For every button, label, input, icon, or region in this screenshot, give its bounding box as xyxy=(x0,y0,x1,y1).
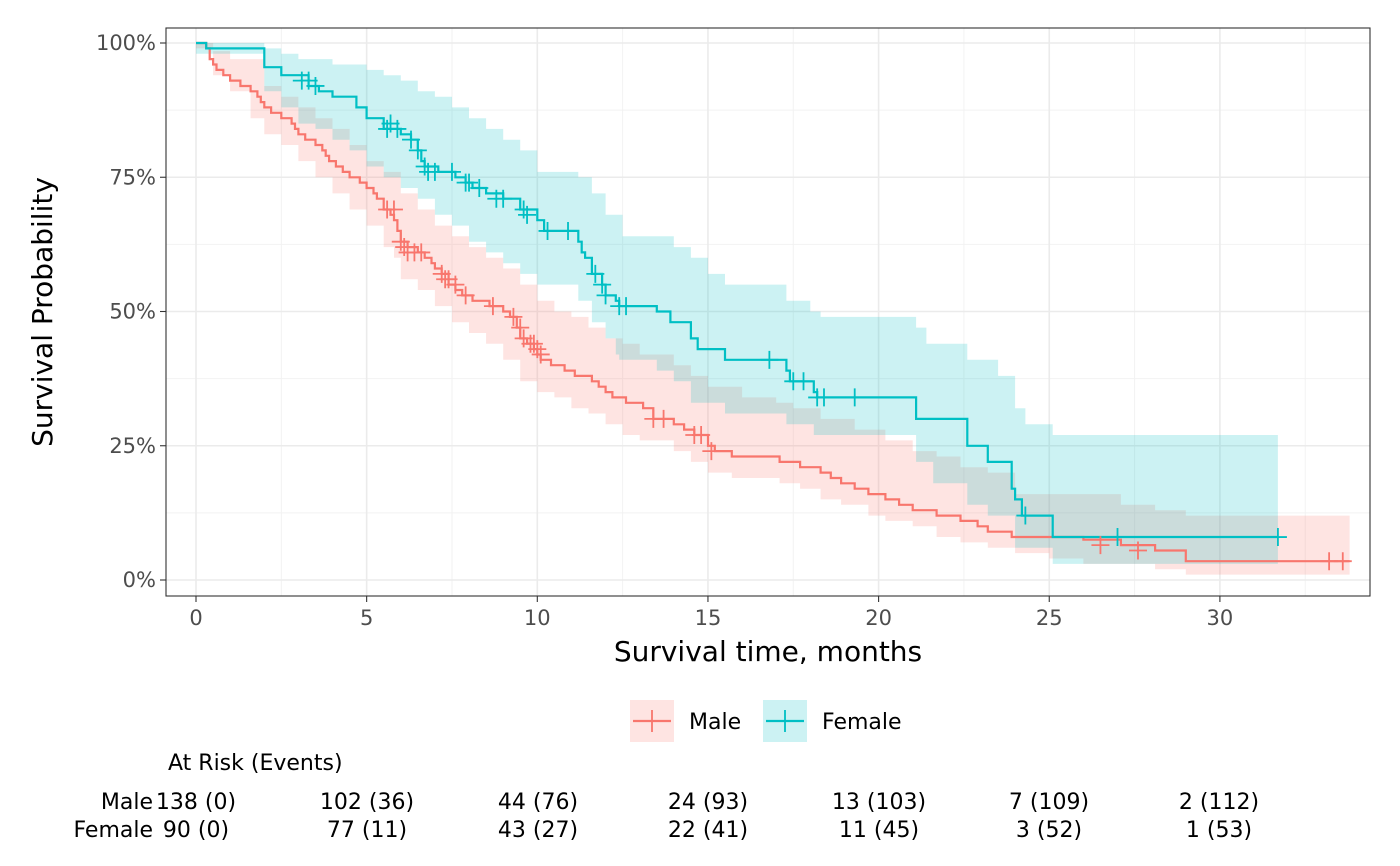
risk-row-values-female: 90 (0) 77 (11) 43 (27) 22 (41) 11 (45) 3 (52)… xyxy=(163,818,1252,843)
censor-mark-male xyxy=(654,409,673,428)
censor-mark-female xyxy=(518,205,537,224)
axes: 0 5 10 15 20 25 30 0% 25% 50% 75% 100% xyxy=(96,31,1233,630)
censor-mark-female xyxy=(494,189,513,208)
censor-mark-female xyxy=(1108,528,1127,547)
legend-label-female: Female xyxy=(822,710,902,735)
censor-mark-male xyxy=(531,345,550,364)
censor-mark-male xyxy=(384,200,403,219)
censor-mark-male xyxy=(1091,536,1110,555)
risk-cell: 22 (41) xyxy=(668,818,748,843)
confidence-bands xyxy=(196,43,1350,575)
censor-mark-female xyxy=(617,297,636,316)
censor-mark-male xyxy=(702,442,721,461)
risk-cell: 90 (0) xyxy=(163,818,229,843)
risk-row-label-male: Male xyxy=(101,790,153,815)
risk-cell: 3 (52) xyxy=(1016,818,1082,843)
censor-mark-female xyxy=(470,178,489,197)
risk-cell: 138 (0) xyxy=(156,790,236,815)
y-tick-label: 100% xyxy=(96,31,156,55)
risk-row-values-male: 138 (0) 102 (36) 44 (76) 24 (93) 13 (103) 7 (… xyxy=(156,790,1259,815)
censor-mark-male xyxy=(511,318,530,337)
y-tick-label: 25% xyxy=(109,434,156,458)
risk-cell: 77 (11) xyxy=(327,818,407,843)
x-tick-label: 20 xyxy=(865,606,892,630)
censor-mark-male xyxy=(456,286,475,305)
x-tick-label: 0 xyxy=(189,606,202,630)
x-tick-label: 25 xyxy=(1036,606,1063,630)
risk-cell: 11 (45) xyxy=(839,818,919,843)
risk-table-title: At Risk (Events) xyxy=(168,751,343,776)
x-axis-title: Survival time, months xyxy=(614,635,922,668)
y-axis-title: Survival Probability xyxy=(26,177,59,447)
risk-cell: 43 (27) xyxy=(498,818,578,843)
censor-mark-female xyxy=(760,350,779,369)
censor-mark-female xyxy=(559,221,578,240)
censor-mark-female xyxy=(538,221,557,240)
censor-mark-male xyxy=(692,426,711,445)
censor-mark-female xyxy=(408,141,427,160)
risk-cell: 102 (36) xyxy=(320,790,414,815)
censor-mark-female xyxy=(442,162,461,181)
censor-mark-male xyxy=(446,275,465,294)
censor-marks xyxy=(292,71,1352,571)
x-tick-label: 15 xyxy=(695,606,722,630)
risk-cell: 1 (53) xyxy=(1186,818,1252,843)
censor-mark-female xyxy=(1016,506,1035,525)
risk-cell: 2 (112) xyxy=(1179,790,1259,815)
risk-cell: 7 (109) xyxy=(1009,790,1089,815)
censor-mark-female xyxy=(586,264,605,283)
censor-mark-male xyxy=(412,243,431,262)
y-tick-label: 50% xyxy=(109,300,156,324)
censor-mark-female xyxy=(845,388,864,407)
risk-row-label-female: Female xyxy=(73,818,153,843)
risk-table: At Risk (Events) Male 138 (0) 102 (36) 44 (7… xyxy=(73,751,1259,843)
risk-cell: 13 (103) xyxy=(832,790,926,815)
censor-mark-female xyxy=(306,76,325,95)
risk-cell: 24 (93) xyxy=(668,790,748,815)
y-tick-label: 0% xyxy=(123,568,156,592)
censor-mark-female xyxy=(388,119,407,138)
ci-band-male xyxy=(196,43,1350,575)
ci-band-female xyxy=(196,43,1278,564)
censor-mark-female xyxy=(1268,528,1287,547)
y-tick-label: 75% xyxy=(109,165,156,189)
censor-mark-female xyxy=(425,162,444,181)
risk-cell: 44 (76) xyxy=(498,790,578,815)
censor-mark-female xyxy=(794,372,813,391)
censor-mark-female xyxy=(460,173,479,192)
censor-mark-female xyxy=(593,275,612,294)
censor-mark-male xyxy=(504,307,523,326)
x-tick-label: 5 xyxy=(360,606,373,630)
legend-label-male: Male xyxy=(689,710,741,735)
censor-mark-female xyxy=(596,286,615,305)
censor-mark-male xyxy=(483,297,502,316)
x-tick-label: 30 xyxy=(1207,606,1234,630)
censor-mark-male xyxy=(1333,552,1352,571)
legend: Male Female xyxy=(630,700,902,742)
censor-mark-female xyxy=(402,130,421,149)
censor-mark-male xyxy=(1128,541,1147,560)
censor-mark-female xyxy=(814,388,833,407)
x-tick-label: 10 xyxy=(524,606,551,630)
